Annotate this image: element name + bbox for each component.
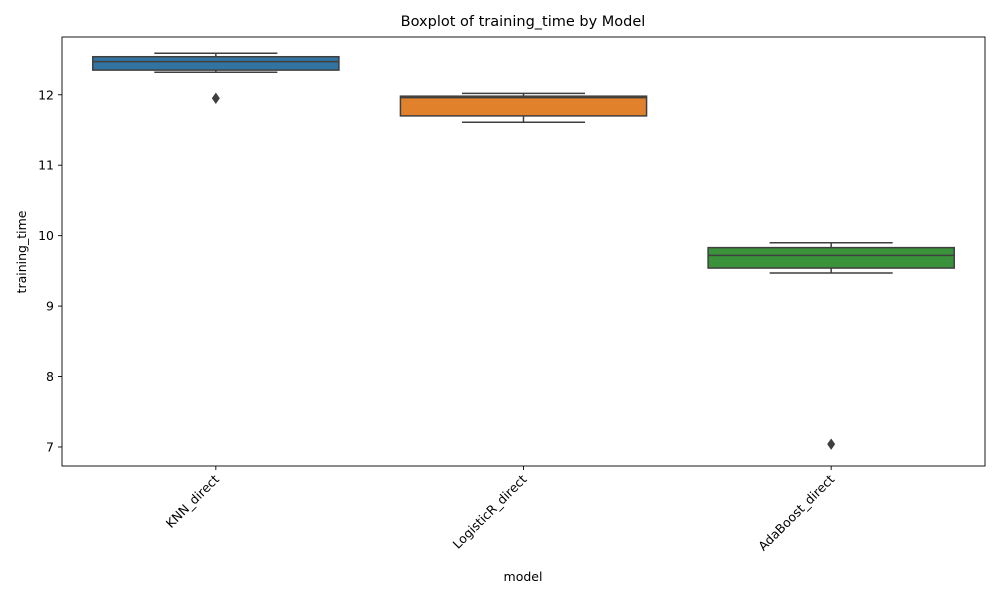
box-KNN_direct [92, 55, 340, 71]
y-tick-label: 7 [46, 439, 54, 454]
outlier-point [827, 438, 836, 450]
x-tick-label: LogisticR_direct [450, 471, 530, 551]
chart-title: Boxplot of training_time by Model [401, 14, 646, 30]
x-tick-label: KNN_direct [163, 471, 222, 530]
y-tick-label: 9 [46, 299, 54, 314]
y-tick-label: 8 [46, 369, 54, 384]
box-AdaBoost_direct [707, 246, 955, 269]
box-LogisticR_direct [399, 95, 648, 117]
plot-area: 7 8 9 10 11 12 KNN_direct LogisticR_direct AdaBo… [38, 36, 986, 554]
x-tick-label: AdaBoost_direct [755, 471, 837, 553]
y-tick-label: 12 [38, 87, 54, 102]
y-axis-label: training_time [14, 210, 29, 293]
y-tick-label: 11 [38, 158, 54, 173]
x-axis-label: model [504, 569, 543, 584]
outlier-point [211, 92, 220, 104]
y-tick-label: 10 [38, 228, 54, 243]
